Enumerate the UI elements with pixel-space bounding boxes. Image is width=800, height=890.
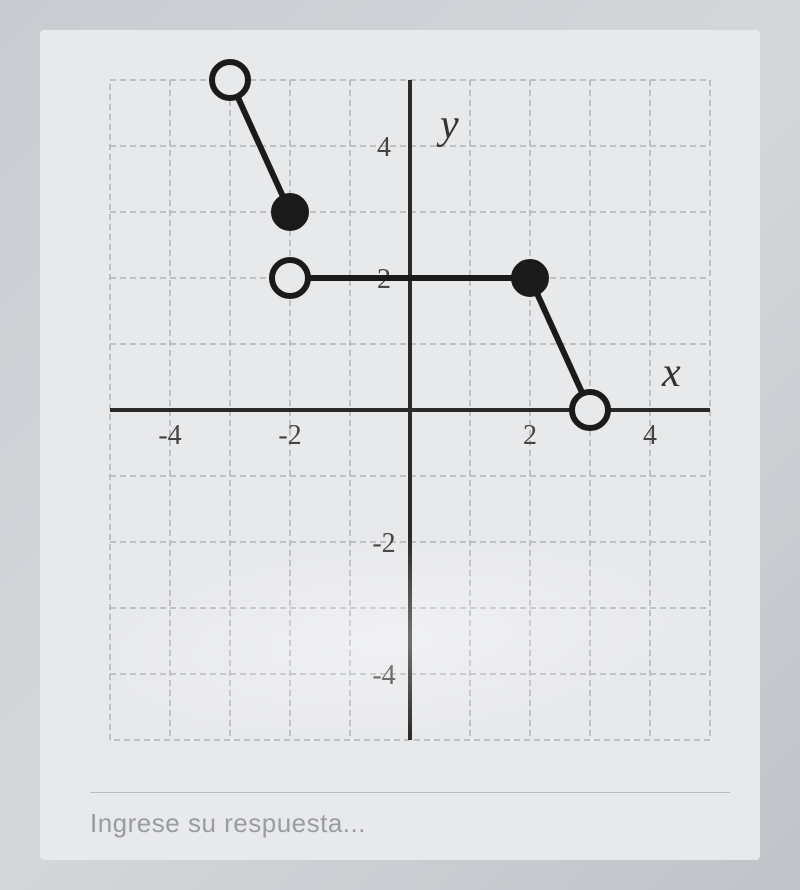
chart-area: -4-224-4-224 yx (80, 50, 740, 770)
x-axis-label: x (661, 350, 681, 396)
x-tick-label: -2 (278, 420, 301, 451)
data-point (572, 392, 608, 428)
answer-input-row (90, 792, 730, 842)
answer-input[interactable] (90, 808, 730, 839)
y-axis-label: y (436, 102, 459, 148)
y-tick-label: -2 (372, 528, 395, 559)
x-tick-label: 2 (523, 420, 537, 451)
piecewise-graph: -4-224-4-224 yx (80, 50, 740, 770)
data-point (272, 194, 308, 230)
data-point (512, 260, 548, 296)
data-point (272, 260, 308, 296)
screenshot-surface: -4-224-4-224 yx (40, 30, 760, 860)
x-tick-label: 4 (643, 420, 657, 451)
data-point (212, 62, 248, 98)
x-tick-label: -4 (158, 420, 181, 451)
y-tick-label: -4 (372, 660, 395, 691)
y-tick-label: 4 (377, 132, 391, 163)
